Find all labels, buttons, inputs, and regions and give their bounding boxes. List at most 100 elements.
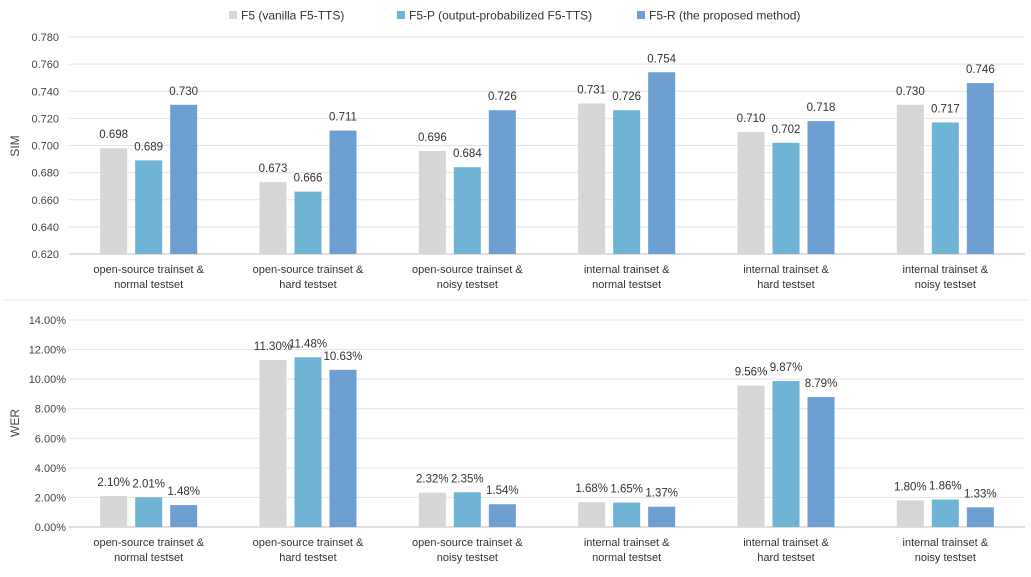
bar-1-6-2 [931, 122, 959, 254]
category-label-2-5-line2: hard testset [757, 552, 814, 564]
bar-1-2-1 [259, 182, 287, 254]
category-label-1-5-line1: internal trainset & [743, 264, 829, 276]
y-tick-label-1-8: 0.760 [31, 59, 59, 71]
legend-swatch-2 [397, 11, 405, 19]
data-label-1-4-2: 0.726 [612, 91, 641, 103]
category-label-2-4-line1: internal trainset & [584, 537, 670, 549]
data-label-1-3-3: 0.726 [488, 91, 517, 103]
data-label-1-2-2: 0.666 [294, 173, 323, 185]
category-label-1-3-line1: open-source trainset & [412, 264, 523, 276]
y-tick-label-2-5: 8.00% [35, 404, 66, 416]
bar-1-4-3 [648, 72, 676, 254]
data-label-2-6-2: 1.86% [929, 480, 962, 492]
bar-1-5-1 [737, 131, 765, 254]
bar-1-2-3 [329, 130, 357, 254]
category-label-2-6-line1: internal trainset & [903, 537, 989, 549]
data-label-2-3-2: 2.35% [451, 473, 484, 485]
y-tick-label-2-1: 0.00% [35, 522, 66, 534]
y-tick-label-2-2: 2.00% [35, 492, 66, 504]
y-tick-label-1-6: 0.720 [31, 113, 59, 125]
data-label-2-5-1: 9.56% [735, 367, 768, 379]
bar-2-6-1 [896, 500, 924, 527]
category-label-1-1-line2: normal testset [114, 279, 183, 291]
data-label-2-3-1: 2.32% [416, 474, 449, 486]
data-label-1-5-2: 0.702 [772, 124, 801, 136]
data-label-1-6-1: 0.730 [896, 86, 925, 98]
legend-label-2: F5-P (output-probabilized F5-TTS) [409, 9, 592, 23]
bar-1-1-2 [135, 160, 163, 254]
legend-label-3: F5-R (the proposed method) [649, 9, 800, 23]
bar-2-4-1 [578, 502, 606, 527]
bar-2-5-1 [737, 385, 765, 527]
bar-1-4-1 [578, 103, 606, 254]
bar-2-2-1 [259, 359, 287, 527]
bar-2-4-3 [648, 506, 676, 527]
bar-2-5-2 [772, 381, 800, 527]
data-label-2-4-3: 1.37% [645, 488, 678, 500]
category-label-1-1-line1: open-source trainset & [93, 264, 204, 276]
data-label-1-1-1: 0.698 [99, 129, 128, 141]
data-label-2-2-1: 11.30% [254, 341, 292, 353]
category-label-2-5-line1: internal trainset & [743, 537, 829, 549]
data-label-2-5-2: 9.87% [770, 362, 803, 374]
data-label-2-1-3: 1.48% [167, 486, 200, 498]
category-label-1-2-line1: open-source trainset & [253, 264, 364, 276]
category-label-1-6-line2: noisy testset [915, 279, 976, 291]
data-label-2-4-1: 1.68% [575, 483, 608, 495]
data-label-1-2-3: 0.711 [329, 112, 357, 124]
category-label-1-5-line2: hard testset [757, 279, 814, 291]
data-label-2-6-3: 1.33% [964, 488, 997, 500]
bar-2-2-3 [329, 369, 357, 527]
data-label-2-6-1: 1.80% [894, 481, 927, 493]
bar-2-3-2 [453, 492, 481, 527]
bar-1-3-2 [453, 167, 481, 254]
category-label-2-2-line2: hard testset [279, 552, 336, 564]
category-label-2-6-line2: noisy testset [915, 552, 976, 564]
data-label-1-3-1: 0.696 [418, 132, 447, 144]
data-label-2-5-3: 8.79% [805, 378, 838, 390]
y-tick-label-2-7: 12.00% [29, 345, 67, 357]
category-label-1-6-line1: internal trainset & [903, 264, 989, 276]
data-label-1-5-3: 0.718 [807, 102, 836, 114]
bar-1-4-2 [613, 110, 641, 254]
bar-2-3-1 [418, 492, 446, 527]
data-label-1-2-1: 0.673 [259, 163, 288, 175]
bar-1-5-3 [807, 121, 835, 255]
y-tick-label-1-5: 0.700 [31, 141, 59, 153]
bar-1-2-2 [294, 191, 322, 254]
y-tick-label-1-7: 0.740 [31, 86, 59, 98]
bar-1-3-3 [488, 110, 516, 254]
y-tick-label-2-4: 6.00% [35, 433, 66, 445]
y-tick-label-1-4: 0.680 [31, 168, 59, 180]
data-label-1-1-3: 0.730 [169, 86, 198, 98]
bar-1-1-3 [170, 104, 198, 254]
data-label-2-4-2: 1.65% [610, 484, 643, 496]
y-tick-label-2-3: 4.00% [35, 463, 66, 475]
data-label-1-4-1: 0.731 [577, 84, 606, 96]
bar-2-1-3 [170, 505, 198, 527]
y-tick-label-1-3: 0.660 [31, 195, 59, 207]
category-label-1-3-line2: noisy testset [437, 279, 498, 291]
data-label-1-5-1: 0.710 [737, 113, 766, 125]
bar-2-1-1 [100, 495, 128, 527]
category-label-2-3-line1: open-source trainset & [412, 537, 523, 549]
bar-2-3-3 [488, 504, 516, 527]
data-label-1-1-2: 0.689 [134, 141, 163, 153]
category-label-2-3-line2: noisy testset [437, 552, 498, 564]
legend-label-1: F5 (vanilla F5-TTS) [241, 9, 344, 23]
bar-1-6-3 [966, 83, 994, 254]
category-label-1-4-line2: normal testset [592, 279, 661, 291]
category-label-2-1-line1: open-source trainset & [93, 537, 204, 549]
bar-2-2-2 [294, 357, 322, 527]
data-label-2-1-1: 2.10% [97, 477, 130, 489]
bar-1-1-1 [100, 148, 128, 254]
data-label-2-2-2: 11.48% [289, 338, 327, 350]
category-label-2-4-line2: normal testset [592, 552, 661, 564]
data-label-2-3-3: 1.54% [486, 485, 519, 497]
bar-1-6-1 [896, 104, 924, 254]
y-tick-label-1-9: 0.780 [31, 32, 59, 44]
bar-1-5-2 [772, 142, 800, 254]
bar-2-5-3 [807, 397, 835, 527]
